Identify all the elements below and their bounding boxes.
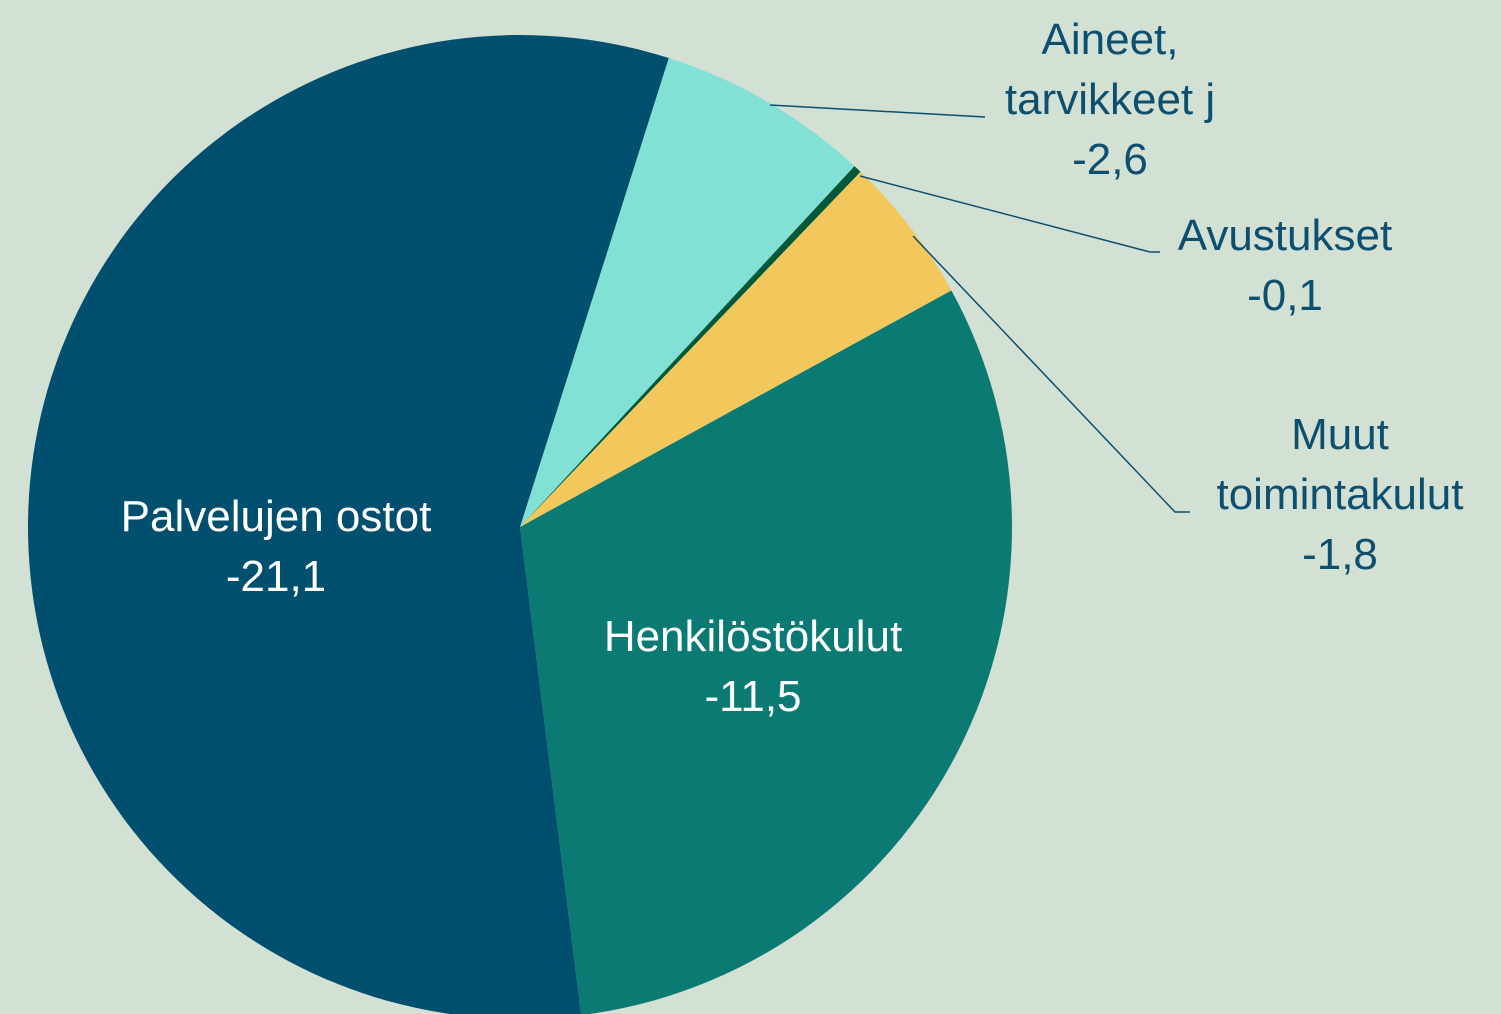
data-label: Palvelujen ostot -21,1 (76, 487, 476, 607)
pie-wedge (520, 290, 1012, 1014)
category-label: Avustukset (1177, 211, 1393, 260)
leader-line (769, 104, 986, 118)
category-label: Palvelujen ostot (120, 492, 432, 541)
data-label: Aineet, tarvikkeet j -2,6 (975, 10, 1245, 190)
data-label: Muut toimintakulut -1,8 (1185, 405, 1495, 585)
leader-line (912, 235, 1190, 513)
leader-line (859, 175, 1160, 253)
data-label: Henkilöstökulut -11,5 (553, 607, 953, 727)
pie-wedge (520, 166, 861, 527)
data-label: Avustukset -0,1 (1135, 206, 1435, 326)
value-label: -2,6 (1072, 135, 1148, 184)
category-label: Aineet, tarvikkeet j (1004, 15, 1216, 124)
value-label: -0,1 (1247, 271, 1323, 320)
value-label: -1,8 (1302, 530, 1378, 579)
pie-wedge (520, 58, 855, 528)
category-label: Henkilöstökulut (603, 612, 903, 661)
pie-wedge (520, 171, 952, 528)
pie-wedge (28, 35, 669, 1014)
category-label: Muut toimintakulut (1216, 410, 1464, 519)
value-label: -21,1 (225, 552, 327, 601)
value-label: -11,5 (704, 672, 802, 721)
